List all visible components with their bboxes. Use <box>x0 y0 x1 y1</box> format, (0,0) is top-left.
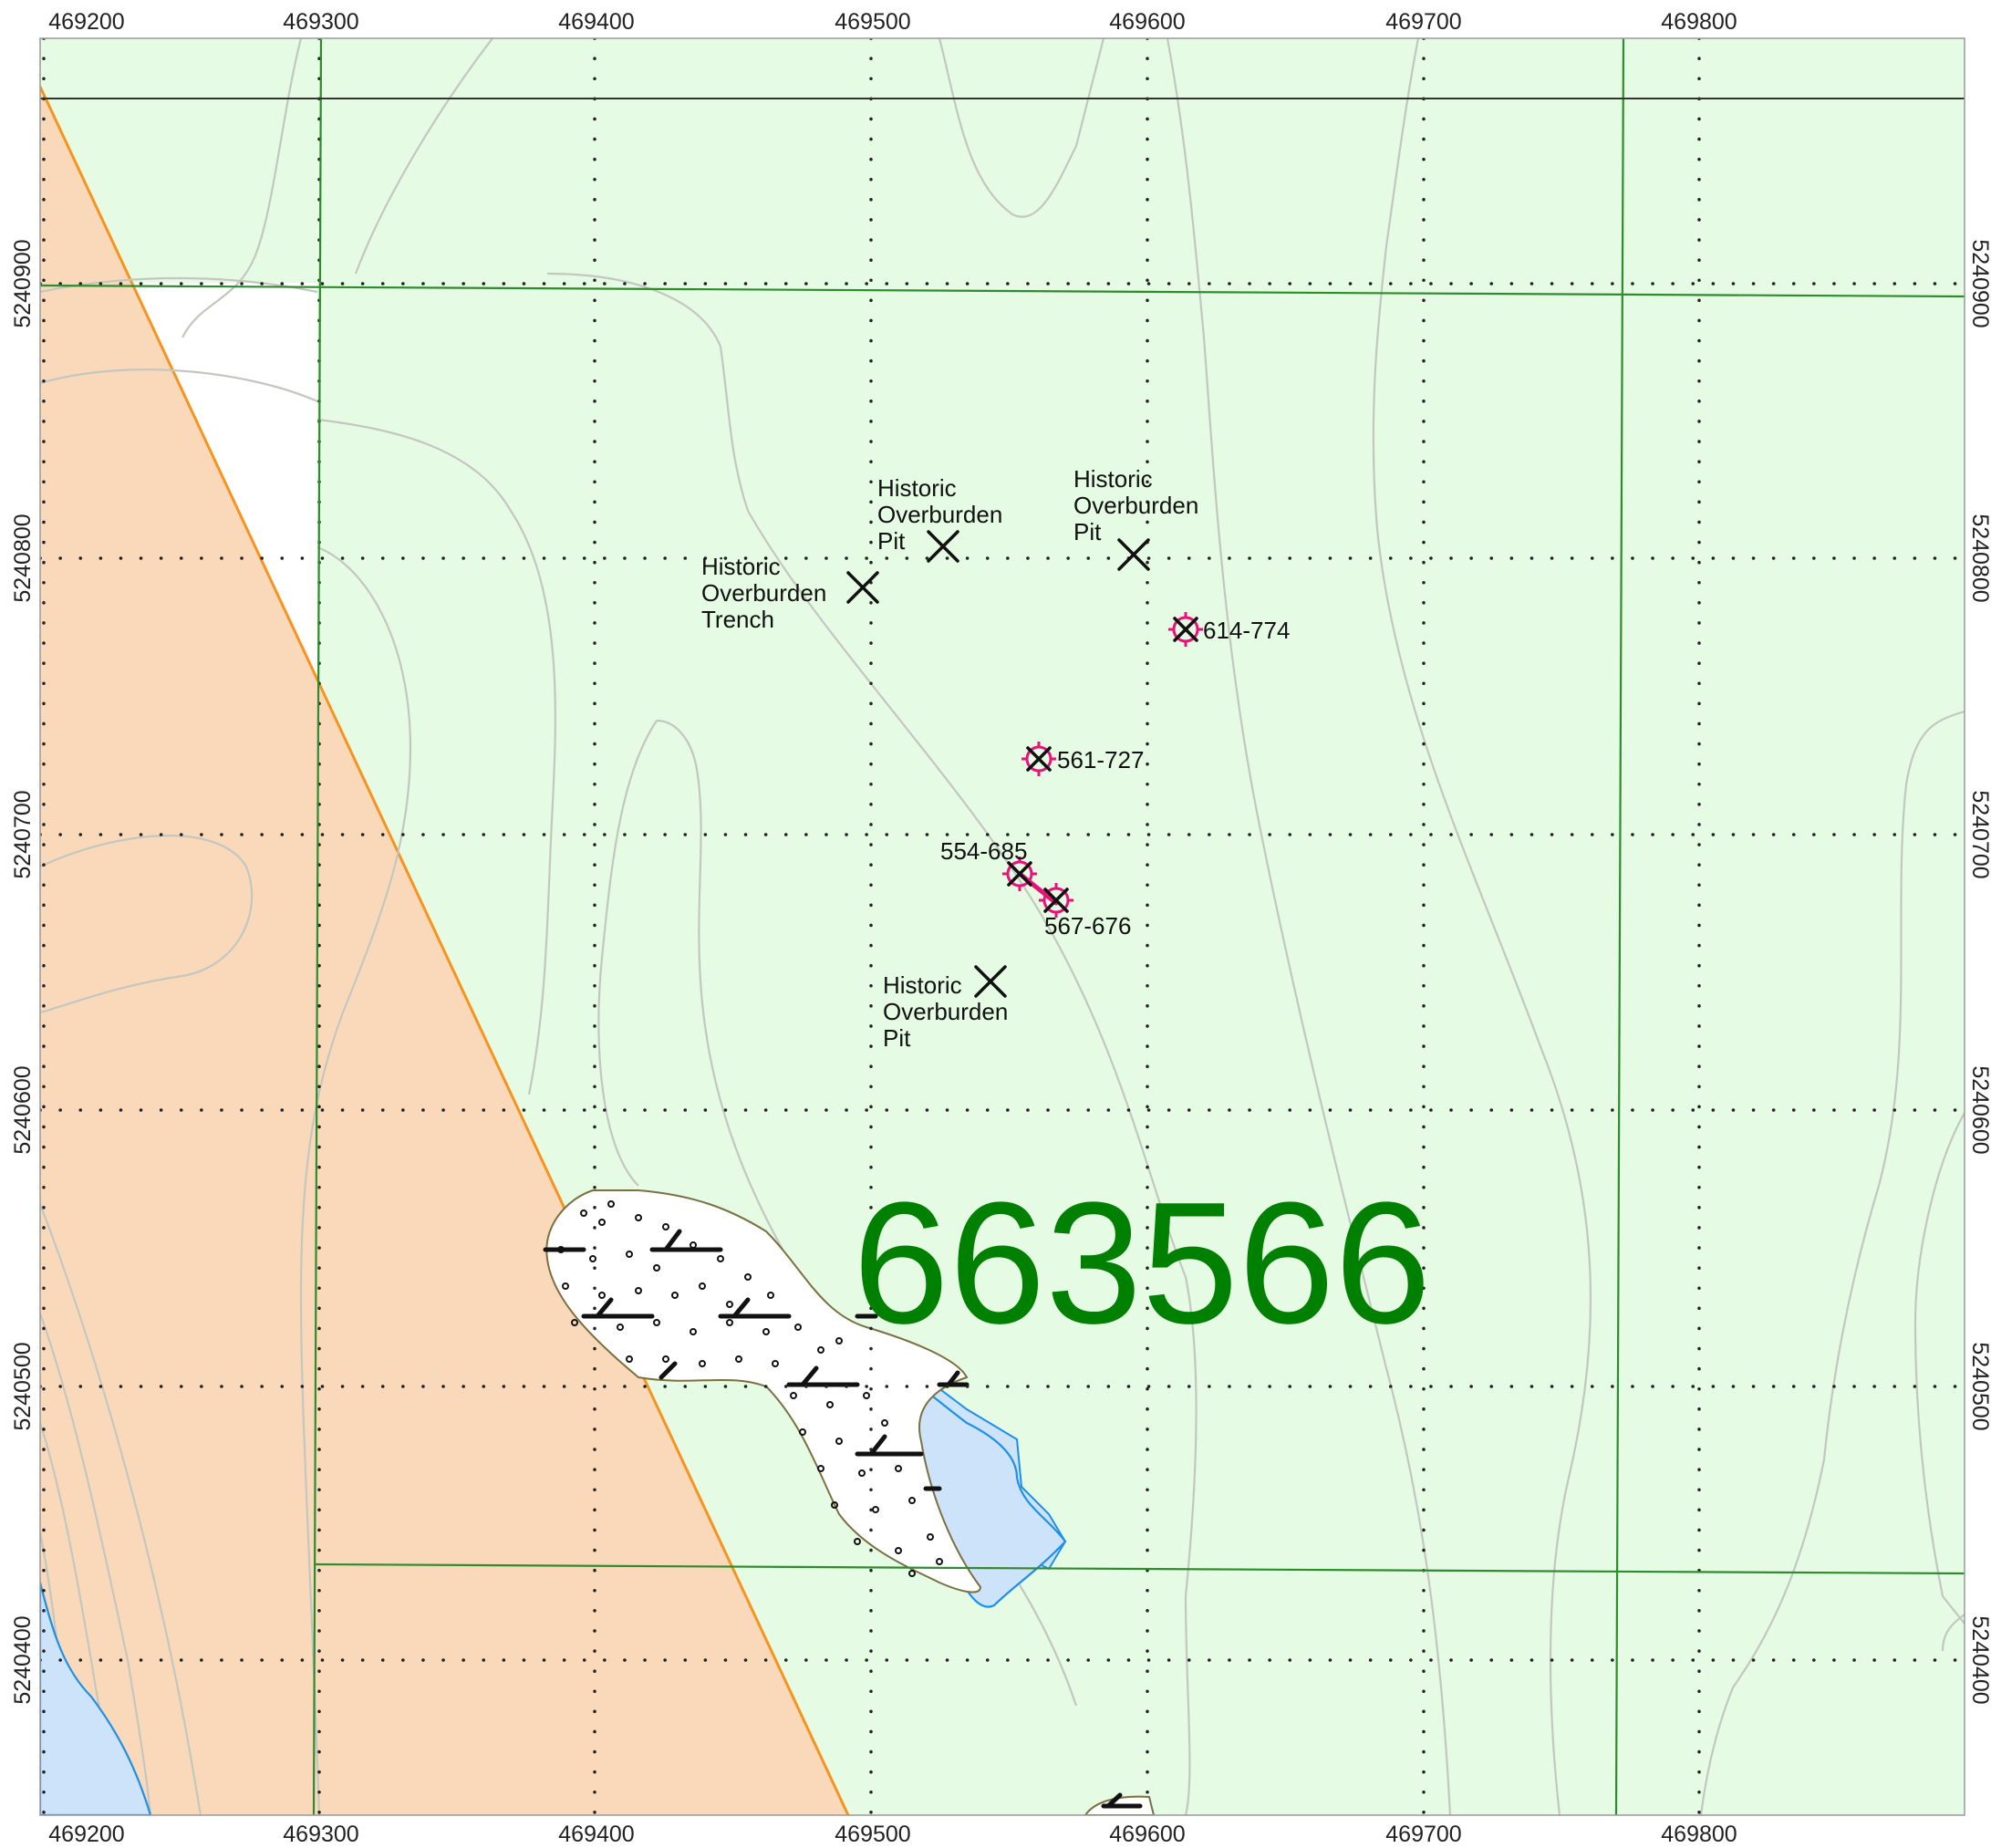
x-axis-bottom: 469200 469300 469400 469500 469600 46970… <box>48 1822 1737 1847</box>
y-tick-left: 5240500 <box>10 1342 36 1430</box>
x-tick-top: 469300 <box>283 9 358 35</box>
y-tick-right: 5240500 <box>1967 1342 1991 1430</box>
y-tick-right: 5240800 <box>1967 514 1991 602</box>
y-tick-left: 5240700 <box>10 790 36 878</box>
x-tick-bottom: 469600 <box>1109 1822 1185 1847</box>
y-tick-right: 5240700 <box>1967 790 1991 878</box>
label-sample-554-685: 554-685 <box>940 837 1027 865</box>
y-axis-left: 5240900 5240800 5240700 5240600 5240500 … <box>10 239 36 1704</box>
label-sample-567-676: 567-676 <box>1044 912 1131 940</box>
claim-number: 663566 <box>853 1167 1431 1360</box>
x-tick-top: 469800 <box>1661 9 1737 35</box>
label-sample-561-727: 561-727 <box>1057 746 1144 773</box>
y-tick-right: 5240600 <box>1967 1065 1991 1154</box>
x-tick-bottom: 469400 <box>558 1822 634 1847</box>
y-tick-right: 5240400 <box>1967 1615 1991 1704</box>
y-tick-left: 5240600 <box>10 1065 36 1154</box>
x-tick-bottom: 469700 <box>1385 1822 1461 1847</box>
y-tick-right: 5240900 <box>1967 239 1991 327</box>
label-sample-614-774: 614-774 <box>1203 617 1290 644</box>
x-tick-bottom: 469500 <box>835 1822 910 1847</box>
x-tick-top: 469600 <box>1109 9 1185 35</box>
x-tick-bottom: 469200 <box>48 1822 124 1847</box>
y-tick-left: 5240900 <box>10 239 36 327</box>
x-tick-bottom: 469300 <box>283 1822 358 1847</box>
x-tick-top: 469700 <box>1385 9 1461 35</box>
x-tick-top: 469400 <box>558 9 634 35</box>
x-tick-top: 469500 <box>835 9 910 35</box>
x-tick-top: 469200 <box>48 9 124 35</box>
y-tick-left: 5240400 <box>10 1615 36 1704</box>
map-body: 663566 Historic Overburden Trench Histor… <box>40 38 1965 1815</box>
x-tick-bottom: 469800 <box>1661 1822 1737 1847</box>
x-axis-top: 469200 469300 469400 469500 469600 46970… <box>48 9 1737 35</box>
y-tick-left: 5240800 <box>10 514 36 602</box>
y-axis-right: 5240900 5240800 5240700 5240600 5240500 … <box>1967 239 1991 1704</box>
